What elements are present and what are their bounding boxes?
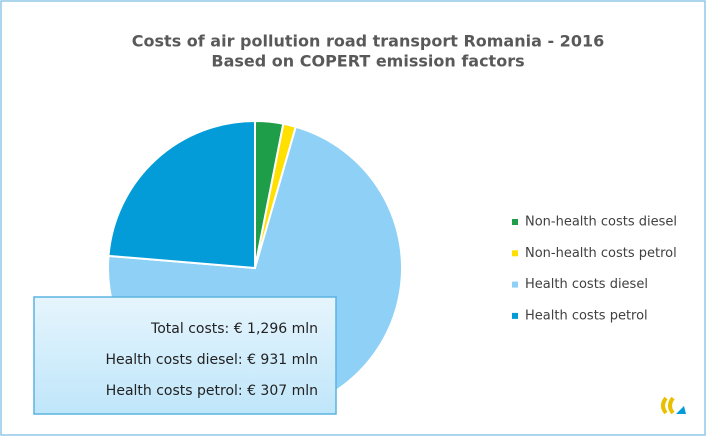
annotation: Health costs petrol: € 307 mln xyxy=(106,383,318,399)
annotation: Health costs diesel: € 931 mln xyxy=(106,352,319,368)
legend-label: Non-health costs petrol xyxy=(525,246,677,261)
legend-label: Health costs diesel xyxy=(525,277,648,292)
legend-swatch xyxy=(512,250,518,257)
legend-swatch xyxy=(512,219,518,225)
logo xyxy=(661,396,686,415)
legend-swatch xyxy=(512,281,518,288)
annotation: Total costs: € 1,296 mln xyxy=(150,321,318,337)
legend-label: Health costs petrol xyxy=(525,308,648,323)
legend: Non-health costs diesel Non-health costs … xyxy=(512,215,677,323)
annotation-box: Total costs: € 1,296 mln Health costs die… xyxy=(33,296,337,415)
legend-swatch xyxy=(512,312,518,319)
chart-title: Costs of air pollution road transport Ro… xyxy=(132,32,604,51)
chart-subtitle: Based on COPERT emission factors xyxy=(211,52,524,71)
annotation-background xyxy=(33,296,337,415)
pie-slice xyxy=(107,119,256,270)
legend-label: Non-health costs diesel xyxy=(525,215,677,230)
